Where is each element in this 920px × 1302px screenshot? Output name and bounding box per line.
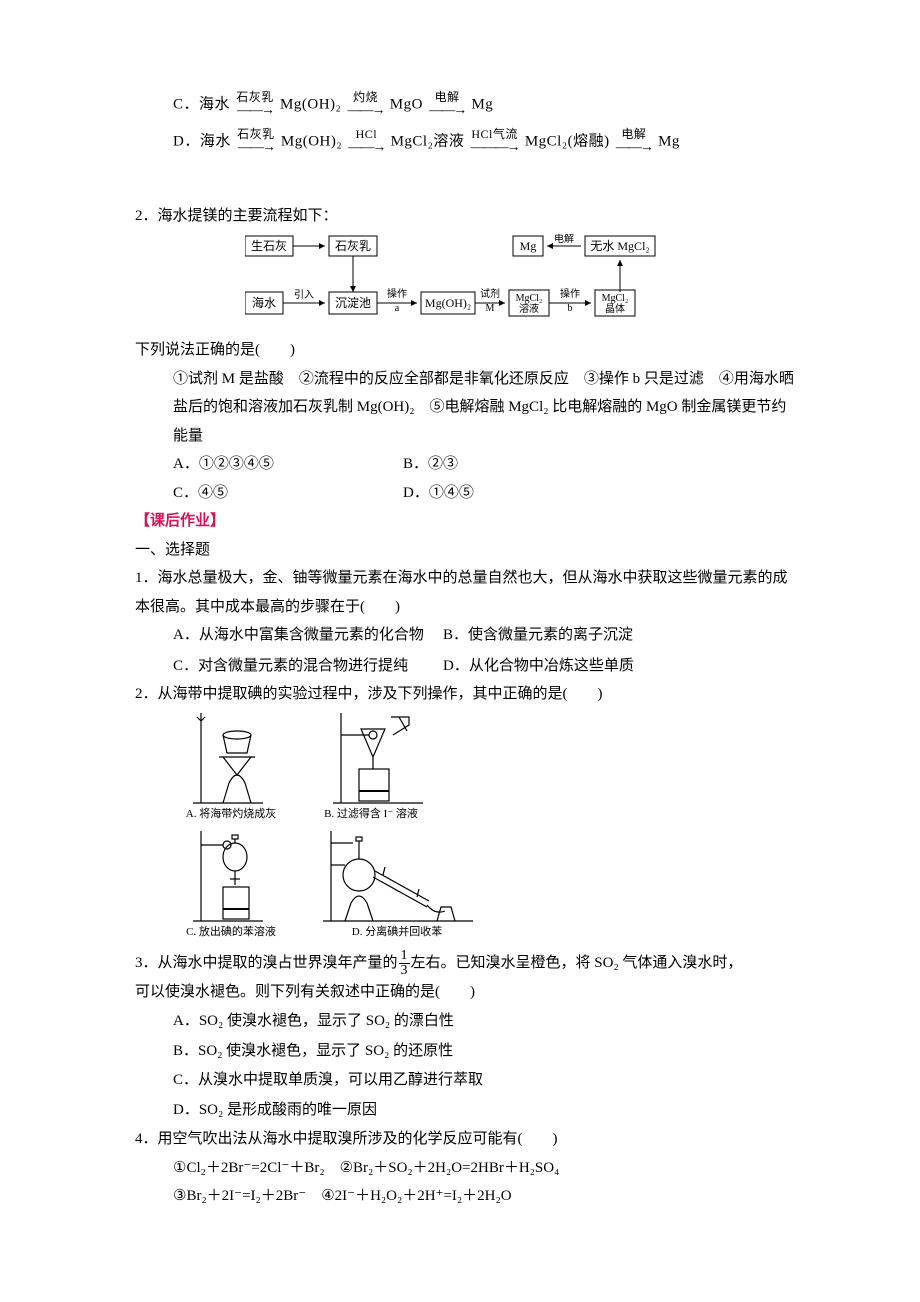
q2-opt-b: B．②③ xyxy=(403,450,800,479)
svg-text:M: M xyxy=(486,303,495,314)
arrow-hclgas: HCl气流 ―――→ xyxy=(471,128,519,157)
hw1-stem: 1．海水总量极大，金、铀等微量元素在海水中的总量自然也大，但从海水中获取这些微量… xyxy=(135,564,800,621)
q2-options: A．①②③④⑤ B．②③ C．④⑤ D．①④⑤ xyxy=(135,450,800,507)
hw3-opt-b: B．SO₂ 使溴水褪色，显示了 SO₂ 的还原性 xyxy=(173,1037,800,1066)
svg-text:MgCl₂: MgCl₂ xyxy=(516,293,543,304)
svg-text:Mg: Mg xyxy=(520,239,537,253)
svg-text:C. 放出碘的苯溶液: C. 放出碘的苯溶液 xyxy=(186,924,276,938)
svg-text:b: b xyxy=(568,303,573,314)
hw3-opt-d: D．SO₂ 是形成酸雨的唯一原因 xyxy=(173,1096,800,1125)
q2-after: 下列说法正确的是( ) xyxy=(135,336,800,365)
svg-text:D. 分离碘并回收苯: D. 分离碘并回收苯 xyxy=(352,924,442,938)
svg-text:操作: 操作 xyxy=(387,287,407,300)
product-mgoh2: Mg(OH)₂ xyxy=(280,96,341,112)
svg-text:操作: 操作 xyxy=(560,287,580,300)
hw1-opt-c: C．对含微量元素的混合物进行提纯 xyxy=(173,652,443,681)
option-c-row: C．海水 石灰乳 ――→ Mg(OH)₂ 灼烧 ――→ MgO 电解 ――→ M… xyxy=(135,90,800,119)
fraction-one-third: 13 xyxy=(399,949,410,978)
option-d-row: D．海水 石灰乳 ――→ Mg(OH)₂ HCl ――→ MgCl₂溶液 HCl… xyxy=(135,127,800,156)
q2-opt-d: D．①④⑤ xyxy=(403,479,800,508)
product-mgo: MgO xyxy=(390,96,423,112)
arrow-dianjie-2: 电解 ――→ xyxy=(616,128,652,157)
product-mgcl2sol: MgCl₂溶液 xyxy=(391,133,465,149)
q2-flowchart: 生石灰 石灰乳 Mg 无水 MgCl₂ 电解 海水 沉淀池 Mg(OH)₂ Mg… xyxy=(245,234,800,330)
svg-text:溶液: 溶液 xyxy=(519,302,539,315)
q2-claims: ①试剂 M 是盐酸 ②流程中的反应全部都是非氧化还原反应 ③操作 b 只是过滤 … xyxy=(135,365,800,451)
arrow-zhaoshao: 灼烧 ――→ xyxy=(348,91,384,120)
hw3-stem-line2: 可以使溴水褪色。则下列有关叙述中正确的是( ) xyxy=(135,978,800,1007)
svg-text:石灰乳: 石灰乳 xyxy=(335,239,371,253)
hw1-options: A．从海水中富集含微量元素的化合物 B．使含微量元素的离子沉淀 C．对含微量元素… xyxy=(135,621,800,680)
svg-text:a: a xyxy=(395,303,400,314)
svg-text:电解: 电解 xyxy=(554,234,574,245)
svg-text:试剂: 试剂 xyxy=(480,287,500,300)
hw3-options: A．SO₂ 使溴水褪色，显示了 SO₂ 的漂白性 B．SO₂ 使溴水褪色，显示了… xyxy=(135,1007,800,1124)
q2-opt-c: C．④⑤ xyxy=(173,479,393,508)
hw2-figures: A. 将海带灼烧成灰 B. 过滤得含 I⁻ 溶液 xyxy=(173,709,533,949)
option-c-label: C．海水 xyxy=(173,96,230,112)
hw1-opt-d: D．从化合物中冶炼这些单质 xyxy=(443,652,800,681)
section-1-title: 一、选择题 xyxy=(135,536,800,565)
product-mgoh2-2: Mg(OH)₂ xyxy=(281,133,342,149)
hw1-opt-b: B．使含微量元素的离子沉淀 xyxy=(443,621,800,650)
hw3-opt-c: C．从溴水中提取单质溴，可以用乙醇进行萃取 xyxy=(173,1066,800,1095)
hw3-opt-a: A．SO₂ 使溴水褪色，显示了 SO₂ 的漂白性 xyxy=(173,1007,800,1036)
product-mg-1: Mg xyxy=(471,96,493,112)
option-d-label: D．海水 xyxy=(173,133,231,149)
arrow-shihuiru-1: 石灰乳 ――→ xyxy=(236,91,274,120)
svg-text:海水: 海水 xyxy=(252,295,276,310)
product-mg-2: Mg xyxy=(658,133,680,149)
svg-text:引入: 引入 xyxy=(294,289,314,301)
homework-title: 【课后作业】 xyxy=(135,507,800,536)
hw2-stem: 2．从海带中提取碘的实验过程中，涉及下列操作，其中正确的是( ) xyxy=(135,680,800,709)
svg-text:A. 将海带灼烧成灰: A. 将海带灼烧成灰 xyxy=(186,806,276,820)
arrow-hcl: HCl ――→ xyxy=(348,128,384,157)
svg-text:B. 过滤得含 I⁻ 溶液: B. 过滤得含 I⁻ 溶液 xyxy=(324,806,418,820)
svg-text:沉淀池: 沉淀池 xyxy=(335,296,371,310)
hw4-stem: 4．用空气吹出法从海水中提取溴所涉及的化学反应可能有( ) xyxy=(135,1125,800,1154)
product-mgcl2melt: MgCl₂(熔融) xyxy=(525,133,610,149)
svg-text:无水 MgCl₂: 无水 MgCl₂ xyxy=(590,239,649,253)
svg-text:Mg(OH)₂: Mg(OH)₂ xyxy=(425,296,471,310)
svg-text:晶体: 晶体 xyxy=(605,303,625,315)
q2-stem: 2．海水提镁的主要流程如下： xyxy=(135,202,800,231)
svg-text:生石灰: 生石灰 xyxy=(251,239,287,253)
hw3-stem-line1: 3．从海水中提取的溴占世界溴年产量的13左右。已知溴水呈橙色，将 SO₂ 气体通… xyxy=(135,949,800,978)
arrow-dianjie-1: 电解 ――→ xyxy=(429,91,465,120)
hw1-opt-a: A．从海水中富集含微量元素的化合物 xyxy=(173,621,443,650)
svg-text:MgCl₂: MgCl₂ xyxy=(602,293,629,304)
q2-opt-a: A．①②③④⑤ xyxy=(173,450,393,479)
hw4-eqs-line2: ③Br₂＋2I⁻=I₂＋2Br⁻ ④2I⁻＋H₂O₂＋2H⁺=I₂＋2H₂O xyxy=(135,1182,800,1211)
hw4-eqs-line1: ①Cl₂＋2Br⁻=2Cl⁻＋Br₂ ②Br₂＋SO₂＋2H₂O=2HBr＋H₂… xyxy=(135,1154,800,1183)
arrow-shihuiru-2: 石灰乳 ――→ xyxy=(237,128,275,157)
